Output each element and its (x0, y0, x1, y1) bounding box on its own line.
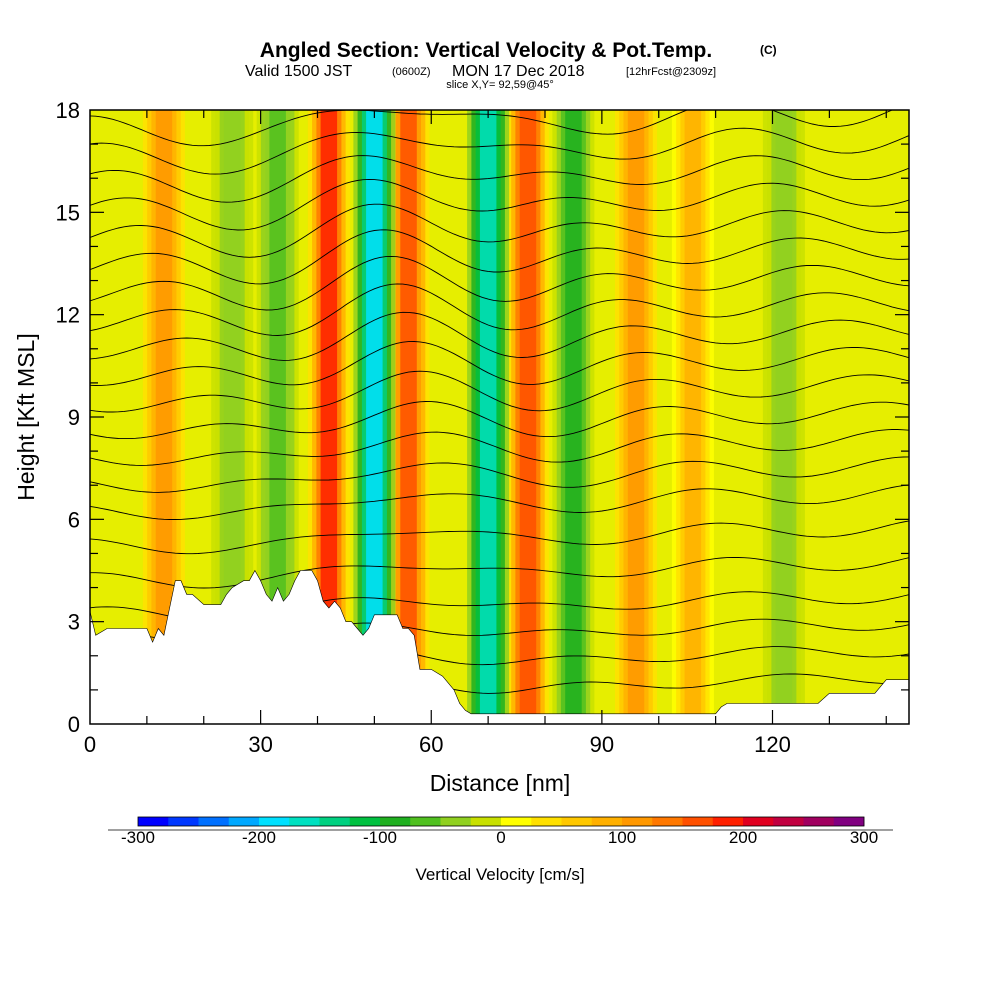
y-tick-label-0: 0 (68, 712, 80, 737)
isentrope-line-4 (90, 557, 909, 589)
colorbar-swatch-6 (319, 817, 351, 826)
terrain-mask (90, 569, 909, 724)
x-tick-label-90: 90 (590, 732, 614, 757)
downdraft-band-5-layer-1 (775, 110, 793, 724)
colorbar-frame (137, 816, 865, 827)
y-tick-label-9: 9 (68, 405, 80, 430)
y-axis-label: Height [Kft MSL] (13, 333, 39, 500)
isentrope-line-5 (90, 520, 909, 555)
colorbar-tick-label-0: -300 (121, 828, 155, 847)
y-tick-label-18: 18 (56, 98, 80, 123)
colorbar-swatch-3 (228, 817, 260, 826)
axes: 0 30 60 90 120 0 3 6 9 12 15 18 (56, 98, 909, 757)
isentrope-line-8 (90, 429, 909, 466)
colorbar-swatch-12 (501, 817, 532, 826)
colorbar-swatch-13 (531, 817, 562, 826)
isentrope-line-6 (90, 484, 909, 520)
colorbar-tick-label-3: 0 (496, 828, 505, 847)
valid-z: (0600Z) (392, 66, 431, 78)
colorbar-swatch-10 (440, 817, 472, 826)
colorbar-swatch-20 (743, 817, 774, 826)
colorbar-tick-label-5: 200 (729, 828, 757, 847)
isentrope-line-7 (90, 456, 909, 493)
updraft-band-1-layer-1 (320, 110, 338, 724)
updraft-band-5-layer-1 (684, 110, 702, 724)
x-axis-label: Distance [nm] (430, 770, 571, 796)
valid-date: MON 17 Dec 2018 (452, 63, 585, 80)
isentrope-line-11 (90, 341, 909, 386)
isentrope-line-16 (90, 203, 909, 258)
title-block: Angled Section: Vertical Velocity & Pot.… (245, 39, 777, 91)
copyright-mark: (C) (760, 43, 777, 57)
velocity-bands (142, 110, 805, 724)
colorbar-swatch-14 (561, 817, 593, 826)
colorbar-swatch-7 (349, 817, 381, 826)
updraft-band-0-layer-1 (155, 110, 173, 724)
colorbar-swatch-2 (198, 817, 230, 826)
colorbar-swatch-1 (168, 817, 199, 826)
colorbar-swatch-11 (470, 817, 502, 826)
colorbar-swatch-15 (591, 817, 623, 826)
isentrope-line-17 (90, 178, 909, 231)
updraft-band-4-layer-1 (627, 110, 645, 724)
x-tick-label-30: 30 (248, 732, 272, 757)
isentrope-line-12 (90, 311, 909, 361)
x-tick-label-0: 0 (84, 732, 96, 757)
colorbar-swatch-8 (380, 817, 411, 826)
x-tick-label-60: 60 (419, 732, 443, 757)
colorbar-tick-label-6: 300 (850, 828, 878, 847)
downdraft-band-3-layer-1 (269, 110, 286, 724)
isentrope-line-14 (90, 255, 909, 311)
colorbar-tick-label-4: 100 (608, 828, 636, 847)
isentrope-contours (90, 110, 909, 704)
downdraft-band-4-layer-1 (223, 110, 241, 724)
updraft-band-2-layer-1 (400, 110, 417, 724)
colorbar-swatch-23 (833, 817, 865, 826)
colorbar-swatch-0 (138, 817, 169, 826)
y-tick-label-3: 3 (68, 610, 80, 635)
colorbar-swatch-5 (289, 817, 320, 826)
isentrope-line-9 (90, 401, 909, 440)
colorbar-swatch-21 (773, 817, 804, 826)
colorbar: -300 -200 -100 0 100 200 300 (108, 816, 893, 847)
colorbar-swatch-18 (682, 817, 714, 826)
valid-time: Valid 1500 JST (245, 63, 353, 80)
isentrope-line-19 (90, 127, 909, 175)
forecast-info: [12hrFcst@2309z] (626, 66, 716, 78)
colorbar-title: Vertical Velocity [cm/s] (415, 865, 584, 884)
chart-title: Angled Section: Vertical Velocity & Pot.… (260, 39, 712, 62)
plot-area (90, 110, 909, 724)
colorbar-swatch-19 (712, 817, 744, 826)
downdraft-band-2-layer-1 (565, 110, 582, 724)
colorbar-swatch-4 (259, 817, 290, 826)
colorbar-swatch-9 (410, 817, 441, 826)
downdraft-band-1-layer-1 (479, 110, 497, 724)
colorbar-swatch-17 (652, 817, 683, 826)
colorbar-swatch-16 (622, 817, 653, 826)
isentrope-line-10 (90, 370, 909, 413)
y-tick-label-12: 12 (56, 303, 80, 328)
slice-info: slice X,Y= 92,59@45° (446, 79, 554, 91)
isentrope-line-15 (90, 229, 909, 285)
updraft-band-3-layer-1 (519, 110, 537, 724)
isentrope-line-13 (90, 283, 909, 336)
colorbar-tick-label-1: -200 (242, 828, 276, 847)
downdraft-band-0-layer-1 (366, 110, 383, 724)
colorbar-swatch-22 (803, 817, 835, 826)
y-tick-label-15: 15 (56, 200, 80, 225)
colorbar-tick-label-2: -100 (363, 828, 397, 847)
x-tick-label-120: 120 (754, 732, 791, 757)
y-tick-label-6: 6 (68, 507, 80, 532)
isentrope-line-18 (90, 155, 909, 203)
